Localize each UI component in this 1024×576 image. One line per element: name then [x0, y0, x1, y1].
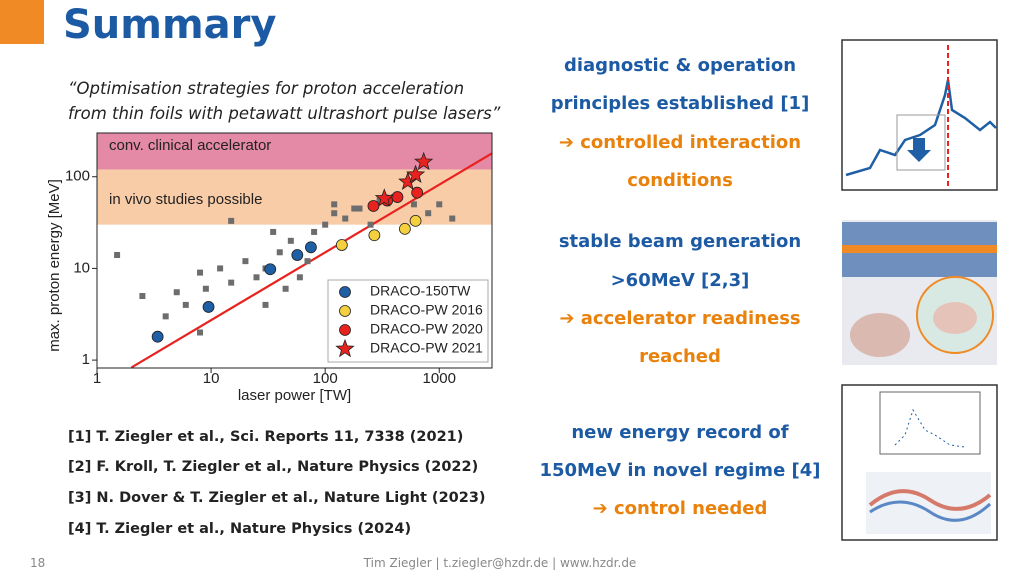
finding: ➔ control needed [592, 498, 768, 519]
plot-area [97, 133, 492, 368]
data-point [114, 252, 121, 259]
data-point [356, 205, 363, 212]
band-label: in vivo studies possible [109, 191, 262, 208]
accent-square [0, 0, 44, 44]
finding: new energy record of [571, 422, 789, 443]
data-point [305, 241, 317, 254]
data-point [367, 221, 374, 228]
data-point [202, 285, 209, 292]
data-point [335, 239, 348, 251]
y-tick-label: 1 [82, 351, 90, 368]
legend-marker [339, 286, 351, 298]
legend-box [327, 279, 489, 363]
data-point [139, 293, 146, 300]
reference: [2] F. Kroll, T. Ziegler et al., Nature … [68, 459, 479, 475]
data-point [264, 263, 277, 276]
data-point [351, 205, 358, 212]
data-point [367, 200, 380, 212]
image-beam [842, 220, 997, 365]
data-point [228, 217, 235, 224]
plot-frame [96, 132, 493, 369]
quote: “Optimisation strategies for proton acce… [68, 76, 528, 126]
data-point [391, 191, 404, 203]
data-point [276, 249, 283, 256]
data-point [410, 201, 417, 208]
data-point [414, 151, 434, 171]
page-number: 18 [30, 556, 46, 570]
data-point [304, 258, 311, 265]
image-record [841, 384, 998, 541]
data-point [173, 289, 180, 296]
finding: diagnostic & operation [563, 55, 797, 76]
legend-marker [339, 324, 351, 336]
fit-line [130, 152, 492, 368]
y-tick-label: 100 [65, 168, 90, 185]
quote-line: “Optimisation strategies for proton acce… [68, 79, 465, 98]
data-point [162, 313, 169, 320]
legend-label: DRACO-PW 2020 [370, 321, 483, 337]
data-point [270, 228, 277, 235]
data-point [228, 279, 235, 286]
finding: 150MeV in novel regime [4] [539, 460, 821, 481]
data-point [282, 285, 289, 292]
data-point [376, 197, 383, 204]
x-tick-label: 10 [203, 370, 220, 387]
image-diagnostic [841, 39, 998, 191]
legend-marker [335, 338, 355, 358]
title: Summary [63, 2, 277, 48]
data-point [436, 201, 443, 208]
x-tick-label: 1 [93, 370, 101, 387]
band-label: conv. clinical accelerator [109, 137, 271, 154]
data-point [217, 265, 224, 272]
legend-marker [339, 305, 351, 317]
x-tick-label: 1000 [423, 370, 456, 387]
data-point [342, 215, 349, 222]
finding: conditions [627, 170, 733, 191]
finding: ➔ accelerator readiness [559, 308, 801, 329]
y-tick-label: 10 [73, 259, 90, 276]
data-point [368, 229, 381, 242]
finding: stable beam generation [558, 231, 802, 252]
data-point [287, 237, 294, 244]
data-point [242, 258, 249, 265]
data-point [253, 274, 260, 281]
reference: [1] T. Ziegler et al., Sci. Reports 11, … [68, 429, 464, 445]
data-point [197, 269, 204, 276]
data-point [151, 330, 164, 343]
data-point [291, 249, 304, 261]
data-point [374, 188, 394, 207]
legend-label: DRACO-PW 2021 [370, 340, 483, 356]
quote-line: from thin foils with petawatt ultrashort… [68, 104, 501, 123]
data-point [202, 301, 215, 313]
y-axis-label: max. proton energy [MeV] [46, 179, 63, 352]
data-point [409, 214, 422, 227]
data-point [411, 186, 424, 199]
data-point [331, 201, 338, 208]
data-point [331, 210, 338, 217]
footer: Tim Ziegler | t.ziegler@hzdr.de | www.hz… [363, 556, 637, 570]
data-point [449, 215, 456, 222]
data-point [197, 329, 204, 336]
reference: [3] N. Dover & T. Ziegler et al., Nature… [68, 490, 486, 506]
data-point [182, 301, 189, 308]
reference: [4] T. Ziegler et al., Nature Physics (2… [68, 521, 412, 537]
data-point [399, 222, 411, 235]
data-point [425, 210, 432, 217]
data-point [405, 164, 426, 184]
data-point [311, 228, 318, 235]
legend-label: DRACO-PW 2016 [370, 302, 483, 318]
finding: principles established [1] [550, 93, 810, 114]
finding: ➔ controlled interaction [558, 132, 802, 153]
x-tick-label: 100 [313, 370, 338, 387]
data-point [296, 274, 303, 281]
x-axis-label: laser power [TW] [238, 387, 351, 404]
data-point [262, 301, 269, 308]
finding: reached [639, 346, 721, 367]
finding: >60MeV [2,3] [610, 270, 750, 291]
legend-label: DRACO-150TW [370, 283, 471, 299]
data-point [322, 221, 329, 228]
